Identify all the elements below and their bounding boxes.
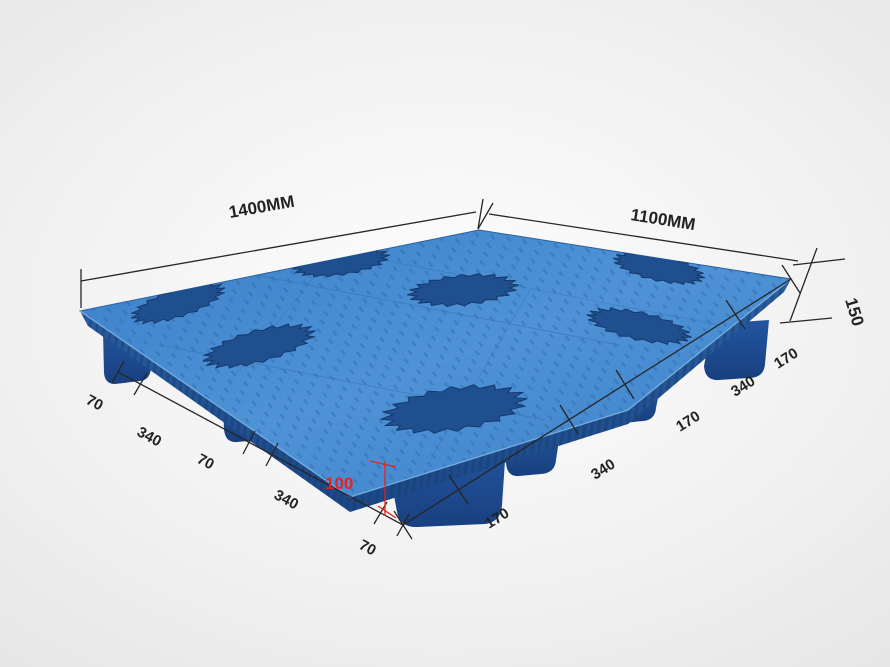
svg-text:1100MM: 1100MM	[629, 205, 696, 234]
svg-text:340: 340	[588, 456, 618, 484]
svg-text:100: 100	[325, 474, 353, 493]
svg-text:340: 340	[134, 424, 164, 451]
svg-text:170: 170	[771, 345, 801, 373]
svg-text:70: 70	[194, 451, 217, 474]
svg-text:1400MM: 1400MM	[227, 192, 295, 222]
svg-text:70: 70	[83, 392, 106, 415]
svg-text:340: 340	[271, 487, 301, 514]
svg-text:150: 150	[841, 296, 867, 329]
svg-text:170: 170	[673, 408, 703, 436]
svg-text:70: 70	[356, 537, 379, 560]
